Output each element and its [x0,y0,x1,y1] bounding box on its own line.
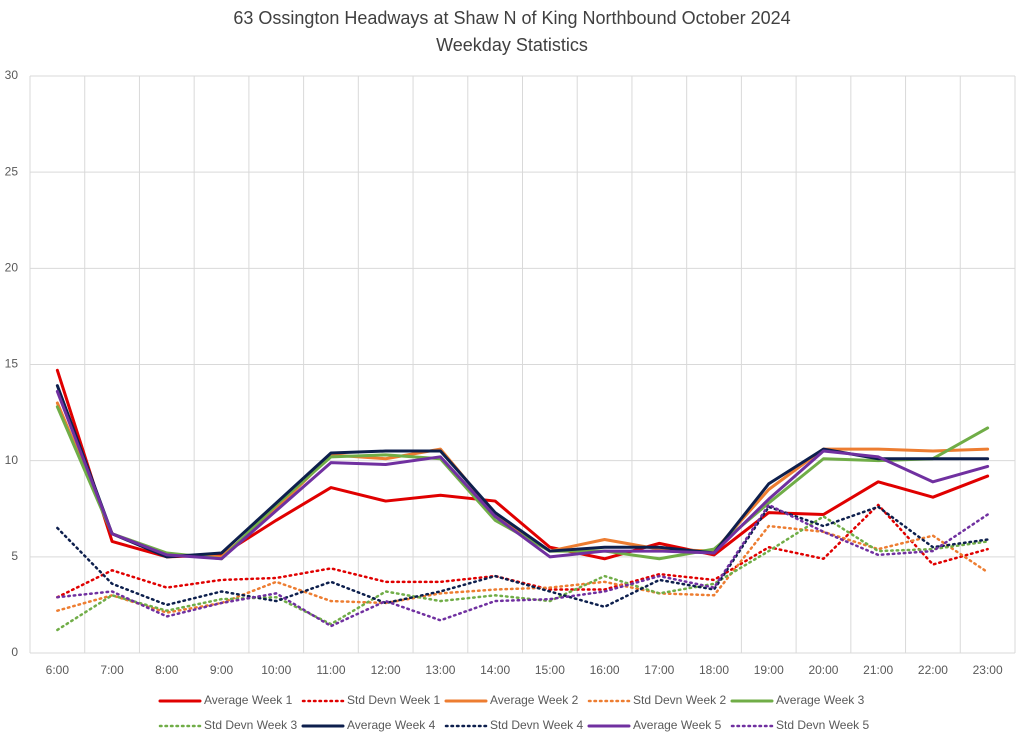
series-line [55,389,990,561]
x-tick-label: 10:00 [261,663,291,677]
x-tick-label: 6:00 [46,663,70,677]
legend-label: Std Devn Week 4 [490,718,583,732]
x-tick-label: 8:00 [155,663,179,677]
y-tick-label: 30 [5,68,19,82]
x-tick-label: 23:00 [973,663,1003,677]
x-tick-label: 12:00 [371,663,401,677]
x-tick-label: 7:00 [100,663,124,677]
legend-label: Std Devn Week 2 [633,693,726,707]
legend-label: Average Week 1 [204,693,293,707]
series-line [56,505,989,609]
x-tick-label: 16:00 [590,663,620,677]
y-tick-label: 15 [5,357,19,371]
legend-label: Average Week 3 [776,693,865,707]
legend-label: Average Week 4 [347,718,436,732]
legend-label: Average Week 5 [633,718,722,732]
x-tick-label: 20:00 [808,663,838,677]
x-tick-label: 14:00 [480,663,510,677]
legend-label: Std Devn Week 1 [347,693,440,707]
chart-subtitle: Weekday Statistics [436,35,588,55]
y-tick-label: 10 [5,453,19,467]
x-tick-label: 13:00 [425,663,455,677]
legend-label: Std Devn Week 5 [776,718,869,732]
y-tick-label: 5 [11,549,18,563]
x-tick-label: 21:00 [863,663,893,677]
x-tick-label: 17:00 [644,663,674,677]
series-line [56,503,989,628]
x-tick-label: 22:00 [918,663,948,677]
y-tick-label: 0 [11,645,18,659]
x-tick-label: 15:00 [535,663,565,677]
x-tick-label: 11:00 [316,663,345,677]
legend-label: Std Devn Week 3 [204,718,297,732]
x-tick-label: 9:00 [210,663,234,677]
y-tick-label: 20 [5,261,19,275]
x-tick-label: 19:00 [754,663,784,677]
legend-label: Average Week 2 [490,693,579,707]
chart-title: 63 Ossington Headways at Shaw N of King … [233,8,790,28]
x-tick-label: 18:00 [699,663,729,677]
y-tick-label: 25 [5,164,19,178]
